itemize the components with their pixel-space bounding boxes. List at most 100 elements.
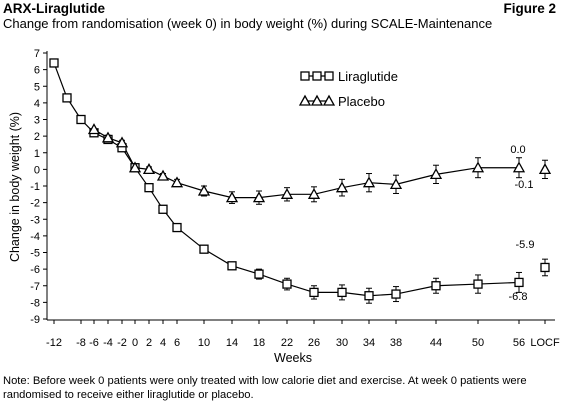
placebo-line <box>93 128 519 199</box>
y-tick-label: 7 <box>34 48 40 60</box>
liraglutide-point <box>227 261 237 271</box>
legend-marker-placebo <box>310 94 324 106</box>
liraglutide-point <box>391 289 401 299</box>
y-tick-label: 3 <box>34 115 40 127</box>
legend-marker-placebo <box>322 94 336 106</box>
liraglutide-point <box>49 58 59 68</box>
liraglutide-point <box>144 183 154 193</box>
x-tick-label: 14 <box>226 337 238 349</box>
x-tick-label: 10 <box>198 337 210 349</box>
liraglutide-point <box>431 281 441 291</box>
x-tick-label: 22 <box>281 337 293 349</box>
y-tick-label: 1 <box>34 148 40 160</box>
liraglutide-point <box>199 244 209 254</box>
x-tick-label: 0 <box>132 337 138 349</box>
liraglutide-point <box>254 269 264 279</box>
x-tick-label: 2 <box>146 337 152 349</box>
data-label-placebo-locf: 0.0 <box>510 144 525 156</box>
placebo-point <box>142 163 156 175</box>
legend-marker-liraglutide <box>324 71 334 81</box>
legend-marker-liraglutide <box>300 71 310 81</box>
y-tick-label: 0 <box>34 164 40 176</box>
y-tick-label: 5 <box>34 81 40 93</box>
x-tick-label: 56 <box>513 337 525 349</box>
liraglutide-point <box>514 277 524 288</box>
x-tick-label: -12 <box>46 337 62 349</box>
x-tick-label: -6 <box>89 337 99 349</box>
placebo-point <box>512 161 526 173</box>
x-tick-label: 4 <box>160 337 166 349</box>
x-tick-label: 6 <box>174 337 180 349</box>
x-tick-label: 34 <box>363 337 375 349</box>
placebo-point <box>307 187 321 199</box>
y-tick-label: -6 <box>30 264 40 276</box>
x-axis-title: Weeks <box>274 351 312 365</box>
liraglutide-point <box>282 279 292 289</box>
y-tick-label: 6 <box>34 65 40 77</box>
placebo-point <box>156 169 170 181</box>
y-tick-label: -3 <box>30 214 40 226</box>
placebo-point <box>197 184 211 196</box>
liraglutide-point <box>473 279 483 289</box>
x-tick-label: 30 <box>336 337 348 349</box>
y-tick-label: 4 <box>34 98 40 110</box>
data-label-liraglutide-56: -6.8 <box>509 291 528 303</box>
series-markers <box>49 58 552 304</box>
legend-marker-placebo <box>298 94 312 106</box>
placebo-point <box>87 123 101 135</box>
liraglutide-point-locf <box>540 262 550 273</box>
legend-marker-liraglutide <box>312 71 322 81</box>
document-header: ARX-Liraglutide <box>3 1 106 16</box>
x-tick-label: -4 <box>103 337 113 349</box>
liraglutide-line <box>53 62 520 297</box>
x-tick-label: 18 <box>253 337 265 349</box>
placebo-point <box>362 176 376 188</box>
legend-label-placebo: Placebo <box>338 94 385 109</box>
chart-subtitle: Change from randomisation (week 0) in bo… <box>3 16 493 31</box>
placebo-point <box>170 176 184 188</box>
liraglutide-point <box>337 287 347 298</box>
placebo-point <box>280 187 294 199</box>
x-tick-label: 50 <box>472 337 484 349</box>
y-tick-label: -9 <box>30 314 40 326</box>
x-tick-label: -8 <box>76 337 86 349</box>
y-tick-label: 2 <box>34 131 40 143</box>
data-label-placebo-locf-2: -0.1 <box>515 179 534 191</box>
placebo-point <box>115 136 129 148</box>
x-tick-label: 26 <box>308 337 320 349</box>
y-tick-label: -5 <box>30 248 40 260</box>
y-axis-title: Change in body weight (%) <box>8 112 22 262</box>
liraglutide-point <box>172 222 182 233</box>
placebo-point <box>335 181 349 193</box>
y-tick-label: -2 <box>30 198 40 210</box>
data-label-liraglutide-locf: -5.9 <box>516 239 535 251</box>
x-tick-label: -2 <box>117 337 127 349</box>
chart-legend: Liraglutide Placebo <box>298 69 398 109</box>
data-labels: -5.9 -6.8 0.0 -0.1 <box>509 144 535 303</box>
liraglutide-point <box>309 287 319 298</box>
x-tick-label: LOCF <box>530 337 560 349</box>
placebo-point <box>252 191 266 203</box>
liraglutide-point <box>62 93 72 103</box>
liraglutide-point <box>158 204 168 214</box>
placebo-point <box>128 161 142 173</box>
legend-label-liraglutide: Liraglutide <box>338 69 398 84</box>
placebo-point <box>225 191 239 203</box>
y-tick-label: -1 <box>30 181 40 193</box>
liraglutide-point <box>364 291 374 301</box>
series-lines <box>53 62 520 297</box>
x-tick-label: 44 <box>430 337 442 349</box>
y-tick-label: -8 <box>30 297 40 309</box>
placebo-point <box>471 161 485 173</box>
placebo-point <box>101 131 115 143</box>
footnote: Note: Before week 0 patients were only t… <box>3 375 527 401</box>
placebo-point-locf <box>538 163 552 175</box>
y-tick-label: -4 <box>30 231 40 243</box>
liraglutide-point <box>76 114 86 125</box>
y-tick-label: -7 <box>30 281 40 293</box>
placebo-point <box>429 168 443 180</box>
figure-number: Figure 2 <box>503 1 556 16</box>
placebo-point <box>389 177 403 189</box>
